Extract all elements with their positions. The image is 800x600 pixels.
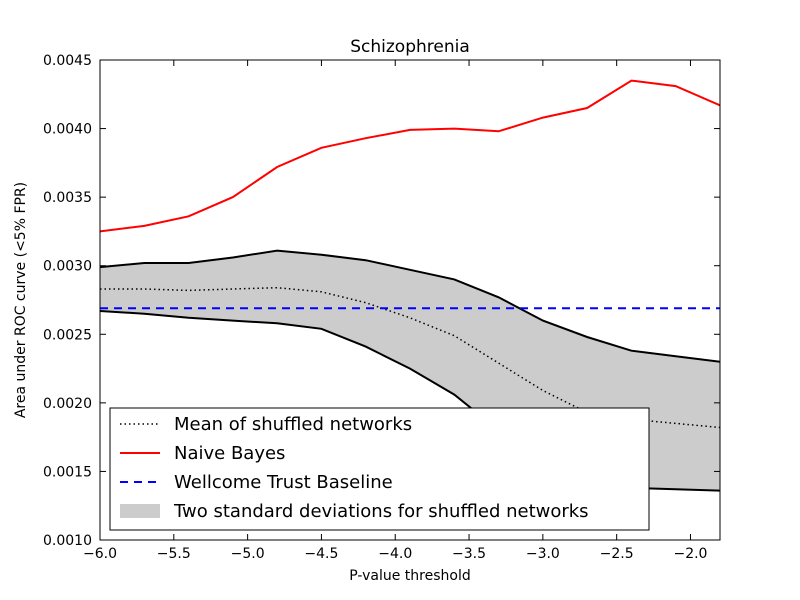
- legend-label-naive-bayes: Naive Bayes: [174, 443, 285, 464]
- y-tick-label: 0.0015: [43, 464, 92, 480]
- y-axis-label: Area under ROC curve (<5% FPR): [13, 182, 29, 418]
- x-tick-label: −4.0: [378, 546, 412, 562]
- plot-frame: [99, 59, 721, 541]
- x-axis-label: P-value threshold: [349, 568, 470, 584]
- legend-label-mean-shuffled: Mean of shuffled networks: [174, 414, 412, 435]
- x-tick-label: −3.0: [526, 546, 560, 562]
- legend-label-std-band: Two standard deviations for shuffled net…: [173, 501, 589, 522]
- y-tick-label: 0.0030: [43, 259, 92, 275]
- y-tick-label: 0.0035: [43, 190, 92, 206]
- legend-label-wellcome-baseline: Wellcome Trust Baseline: [174, 472, 393, 493]
- y-tick-label: 0.0040: [43, 122, 92, 138]
- x-tick-label: −4.5: [304, 546, 338, 562]
- x-tick-label: −3.5: [452, 546, 486, 562]
- y-tick-label: 0.0020: [43, 396, 92, 412]
- chart-title: Schizophrenia: [350, 37, 470, 57]
- legend: Mean of shuffled networks Naive Bayes We…: [109, 407, 650, 531]
- x-tick-label: −5.0: [231, 546, 265, 562]
- band-upper-edge: [100, 249, 720, 363]
- y-tick-label: 0.0025: [43, 327, 92, 343]
- legend-swatch-std-band: [120, 504, 160, 518]
- legend-box: [109, 407, 650, 531]
- y-tick-label: 0.0045: [43, 53, 92, 69]
- y-tick-label: 0.0010: [43, 533, 92, 549]
- x-tick-label: −2.0: [673, 546, 707, 562]
- x-tick-label: −2.5: [600, 546, 634, 562]
- series-line-naive-bayes: [100, 79, 720, 233]
- axis-ticks: −6.0 −5.5 −5.0 −4.5 −4.0 −3.5 −3.0 −2.5 −2.0 0.00…: [43, 53, 720, 562]
- x-tick-label: −5.5: [157, 546, 191, 562]
- x-tick-label: −6.0: [83, 546, 117, 562]
